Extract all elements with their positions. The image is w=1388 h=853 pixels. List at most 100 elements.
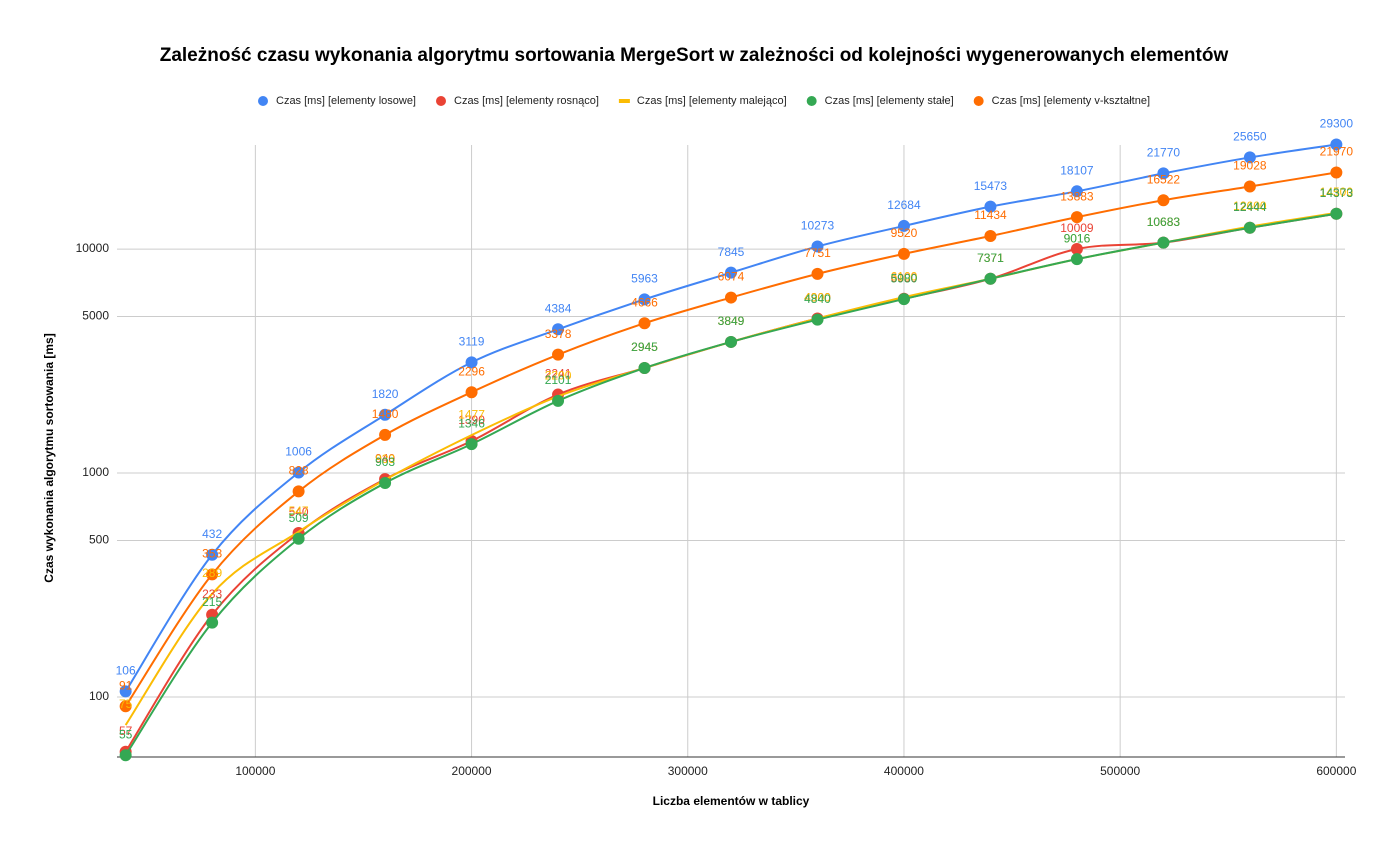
data-label: 2945 <box>631 340 658 354</box>
data-point <box>1070 242 1083 255</box>
data-point <box>984 272 997 285</box>
data-point <box>984 200 997 213</box>
data-point <box>465 356 478 369</box>
data-label: 828 <box>289 464 309 478</box>
data-label: 18107 <box>1060 163 1094 177</box>
data-point <box>206 548 219 561</box>
data-label: 12444 <box>1233 200 1267 214</box>
data-label: 353 <box>202 547 222 561</box>
legend-item: Czas [ms] [elementy rosnąco] <box>436 95 599 107</box>
legend-item: Czas [ms] [elementy losowe] <box>258 95 416 107</box>
data-label: 21770 <box>1147 146 1181 160</box>
data-label: 7371 <box>977 251 1004 265</box>
data-label: 1820 <box>372 387 399 401</box>
x-tick-label: 500000 <box>1100 764 1140 778</box>
data-label: 9016 <box>1064 231 1091 245</box>
data-label: 19028 <box>1233 159 1267 173</box>
data-point <box>811 267 824 280</box>
data-label: 3378 <box>545 327 572 341</box>
x-tick-label: 100000 <box>235 764 275 778</box>
y-tick-label: 1000 <box>82 465 109 479</box>
data-labels: 106 432 1006 1820 3119 4384 5963 7845 10273 12684… <box>116 117 1354 742</box>
legend-label: Czas [ms] [elementy rosnąco] <box>454 95 599 107</box>
data-label: 903 <box>375 455 395 469</box>
data-point <box>292 485 305 498</box>
legend-label: Czas [ms] [elementy v-kształtne] <box>992 95 1150 107</box>
data-label: 10273 <box>801 219 835 233</box>
data-label: 5963 <box>631 272 658 286</box>
data-label: 215 <box>202 595 222 609</box>
data-label: 1477 <box>458 407 485 421</box>
data-point <box>1157 236 1170 249</box>
data-label: 432 <box>202 527 222 541</box>
data-point <box>638 361 651 374</box>
y-tick-label: 5000 <box>82 309 109 323</box>
data-label: 14500 <box>1320 185 1354 199</box>
x-tick-label: 200000 <box>452 764 492 778</box>
data-label: 4900 <box>804 291 831 305</box>
data-point <box>725 266 737 279</box>
data-label: 1006 <box>285 445 312 459</box>
data-label: 7371 <box>977 251 1004 265</box>
data-point <box>1157 194 1170 207</box>
x-axis-title: Liczba elementów w tablicy <box>653 794 810 808</box>
data-point <box>379 408 392 421</box>
data-label: 4900 <box>804 291 831 305</box>
data-point <box>1070 211 1083 224</box>
data-point <box>552 323 565 336</box>
data-point <box>638 317 651 330</box>
data-point <box>1243 180 1256 193</box>
data-label: 9520 <box>891 226 918 240</box>
data-point <box>725 291 737 304</box>
data-point <box>1070 185 1083 198</box>
data-point <box>1243 151 1256 164</box>
data-label: 29300 <box>1320 117 1354 131</box>
data-label: 3849 <box>718 314 745 328</box>
data-point <box>379 476 392 489</box>
data-label: 13883 <box>1060 189 1094 203</box>
data-label: 2945 <box>631 340 658 354</box>
y-tick-label: 100 <box>89 689 109 703</box>
data-label: 509 <box>289 511 309 525</box>
data-label: 2296 <box>458 364 485 378</box>
chart-title: Zależność czasu wykonania algorytmu sort… <box>160 45 1229 66</box>
data-label: 55 <box>119 727 133 741</box>
data-label: 12444 <box>1233 200 1267 214</box>
data-label: 289 <box>202 566 222 580</box>
data-label: 9016 <box>1064 231 1091 245</box>
data-point <box>638 293 651 306</box>
legend-label: Czas [ms] [elementy losowe] <box>276 95 416 107</box>
data-label: 4666 <box>631 295 658 309</box>
x-tick-label: 300000 <box>668 764 708 778</box>
x-tick-label: 600000 <box>1316 764 1356 778</box>
data-label: 2200 <box>545 369 572 383</box>
data-label: 2241 <box>545 367 572 381</box>
data-point <box>119 749 132 762</box>
data-label: 91 <box>119 678 133 692</box>
data-label: 6074 <box>718 270 745 284</box>
data-label: 10683 <box>1147 215 1181 229</box>
data-point <box>811 240 824 253</box>
data-point <box>1330 138 1343 151</box>
data-label: 6000 <box>891 271 918 285</box>
x-tick-label: 400000 <box>884 764 924 778</box>
y-tick-label: 500 <box>89 533 109 547</box>
data-label: 1480 <box>372 407 399 421</box>
data-label: 233 <box>202 587 222 601</box>
data-label: 25650 <box>1233 130 1267 144</box>
data-label: 57 <box>119 724 133 738</box>
data-point <box>119 685 132 698</box>
data-label: 1346 <box>458 416 485 430</box>
data-label: 2101 <box>545 373 572 387</box>
data-label: 4840 <box>804 292 831 306</box>
data-label: 7845 <box>718 245 745 259</box>
data-point <box>1330 166 1343 179</box>
data-label: 6100 <box>891 269 918 283</box>
legend-item: Czas [ms] [elementy v-kształtne] <box>973 95 1150 107</box>
data-label: 3849 <box>718 314 745 328</box>
data-point <box>897 219 910 232</box>
legend: Czas [ms] [elementy losowe] Czas [ms] [el… <box>258 95 1150 107</box>
data-label: 547 <box>289 504 309 518</box>
data-label: 75 <box>119 697 133 711</box>
